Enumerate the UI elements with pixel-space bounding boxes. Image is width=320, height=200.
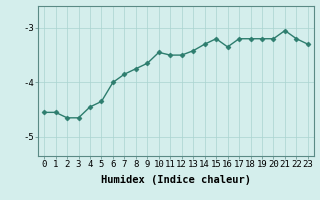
X-axis label: Humidex (Indice chaleur): Humidex (Indice chaleur) xyxy=(101,175,251,185)
